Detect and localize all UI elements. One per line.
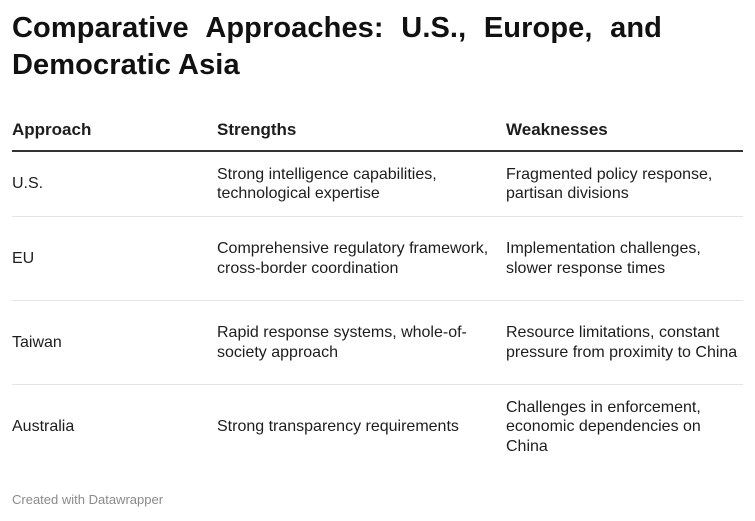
cell-weaknesses: Implementation challenges, slower respon… bbox=[506, 240, 701, 277]
table-row: U.S. Strong intelligence capabilities, t… bbox=[12, 152, 743, 217]
table-header: Approach Strengths Weaknesses bbox=[12, 110, 743, 152]
cell-approach: EU bbox=[12, 249, 35, 267]
table-row: Taiwan Rapid response systems, whole-of-… bbox=[12, 301, 743, 385]
cell-strengths: Comprehensive regulatory framework, cros… bbox=[217, 240, 489, 277]
table-row: EU Comprehensive regulatory framework, c… bbox=[12, 217, 743, 301]
cell-weaknesses: Resource limitations, constant pressure … bbox=[506, 324, 738, 361]
footer-credit: Created with Datawrapper bbox=[12, 492, 164, 507]
cell-weaknesses: Challenges in enforcement, economic depe… bbox=[506, 398, 701, 455]
cell-strengths: Strong transparency requirements bbox=[217, 418, 459, 436]
cell-strengths: Rapid response systems, whole-of-society… bbox=[217, 324, 467, 361]
cell-approach: Taiwan bbox=[12, 333, 62, 351]
cell-weaknesses: Fragmented policy response, partisan div… bbox=[506, 165, 713, 203]
chart-title: Comparative Approaches: U.S., Europe, an… bbox=[12, 12, 662, 81]
table-row: Australia Strong transparency requiremen… bbox=[12, 385, 743, 469]
cell-approach: Australia bbox=[12, 418, 75, 436]
cell-strengths: Strong intelligence capabilities, techno… bbox=[217, 165, 437, 203]
cell-approach: U.S. bbox=[12, 175, 44, 193]
column-header-strengths: Strengths bbox=[217, 120, 297, 139]
column-header-approach: Approach bbox=[12, 120, 92, 139]
comparison-table: Approach Strengths Weaknesses U.S. Stron… bbox=[12, 110, 743, 469]
column-header-weaknesses: Weaknesses bbox=[506, 120, 608, 139]
